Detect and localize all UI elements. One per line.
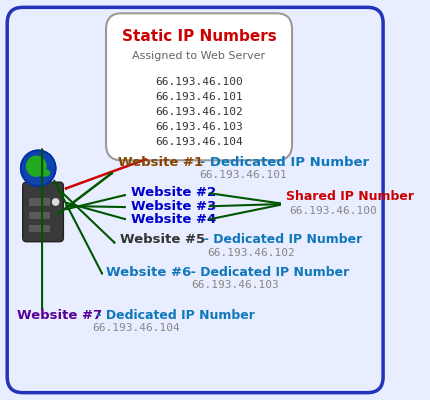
Text: 66.193.46.103: 66.193.46.103: [155, 122, 243, 132]
Text: Shared IP Number: Shared IP Number: [286, 190, 414, 202]
Ellipse shape: [41, 170, 49, 176]
Text: 66.193.46.100: 66.193.46.100: [289, 206, 377, 216]
Text: Website #4: Website #4: [131, 213, 216, 226]
Text: Website #7: Website #7: [17, 309, 102, 322]
Bar: [28, 198, 50, 206]
Text: - Dedicated IP Number: - Dedicated IP Number: [92, 309, 255, 322]
Text: 66.193.46.104: 66.193.46.104: [92, 323, 180, 333]
Bar: [28, 212, 50, 219]
Bar: [28, 225, 50, 232]
FancyBboxPatch shape: [23, 182, 63, 242]
Text: 66.193.46.100: 66.193.46.100: [155, 77, 243, 87]
Text: 66.193.46.104: 66.193.46.104: [155, 137, 243, 147]
Text: - Dedicated IP Number: - Dedicated IP Number: [195, 233, 362, 246]
Text: 66.193.46.102: 66.193.46.102: [155, 107, 243, 117]
Text: - Dedicated IP Number: - Dedicated IP Number: [195, 156, 369, 169]
Text: 66.193.46.101: 66.193.46.101: [199, 170, 287, 180]
Text: - Dedicated IP Number: - Dedicated IP Number: [181, 266, 349, 279]
Circle shape: [27, 156, 46, 176]
Text: Website #6: Website #6: [106, 266, 191, 279]
FancyBboxPatch shape: [106, 13, 292, 160]
Text: Website #5: Website #5: [120, 233, 205, 246]
Text: 66.193.46.101: 66.193.46.101: [155, 92, 243, 102]
Text: Website #3: Website #3: [131, 200, 216, 213]
Circle shape: [21, 150, 55, 186]
FancyBboxPatch shape: [7, 7, 383, 393]
Text: Website #2: Website #2: [131, 186, 216, 199]
Text: Static IP Numbers: Static IP Numbers: [122, 29, 276, 44]
Circle shape: [52, 199, 59, 205]
Text: Assigned to Web Server: Assigned to Web Server: [132, 51, 266, 61]
Text: 66.193.46.103: 66.193.46.103: [191, 280, 279, 290]
Text: 66.193.46.102: 66.193.46.102: [207, 248, 295, 258]
Text: Website #1: Website #1: [118, 156, 203, 169]
